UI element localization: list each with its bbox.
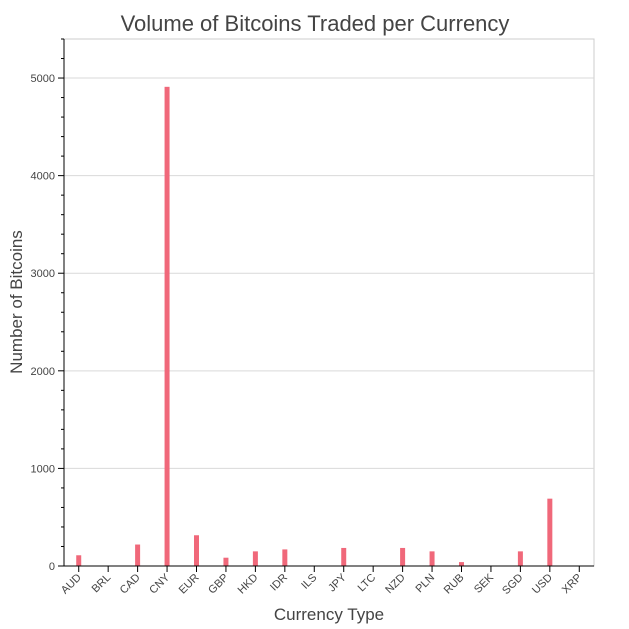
x-tick-label: PLN xyxy=(414,572,438,596)
y-tick-label: 1000 xyxy=(31,463,55,475)
x-tick-label: IDR xyxy=(268,572,290,594)
x-tick-label: HKD xyxy=(236,572,261,597)
y-tick-labels: 0 1000 2000 3000 4000 5000 xyxy=(31,73,55,573)
bar-usd xyxy=(547,498,553,566)
x-tick-label: LTC xyxy=(356,572,379,595)
bar-idr xyxy=(282,549,288,566)
x-axis-label: Currency Type xyxy=(274,605,384,624)
bar-eur xyxy=(194,535,199,566)
bars xyxy=(76,86,553,566)
bar-cny xyxy=(164,86,170,566)
y-tick-label: 4000 xyxy=(31,171,55,183)
bar-cad xyxy=(135,544,141,566)
x-tick-label: SEK xyxy=(472,571,497,596)
y-axis-label: Number of Bitcoins xyxy=(7,230,26,374)
x-tick-label: ILS xyxy=(299,572,319,592)
x-tick-label: CNY xyxy=(147,571,172,596)
chart-title: Volume of Bitcoins Traded per Currency xyxy=(121,11,510,36)
plot-frame xyxy=(63,38,595,567)
y-tick-label: 5000 xyxy=(31,73,55,85)
bar-gbp xyxy=(223,557,229,566)
x-tick-label: BRL xyxy=(90,572,114,596)
x-tick-label: RUB xyxy=(442,572,467,597)
x-tick-label: EUR xyxy=(177,572,202,597)
x-tick-label: JPY xyxy=(326,571,349,594)
bar-jpy xyxy=(341,547,347,566)
x-tick-label: USD xyxy=(530,572,555,597)
bar-sgd xyxy=(517,551,523,566)
bar-rub xyxy=(459,562,464,566)
bar-aud xyxy=(76,555,82,566)
x-tick-labels: AUD BRL CAD CNY EUR GBP HKD IDR ILS JPY LTC NZD PLN R… xyxy=(59,571,584,597)
bar-nzd xyxy=(400,547,406,566)
x-tick-label: NZD xyxy=(383,572,408,597)
y-tick-label: 3000 xyxy=(31,268,55,280)
bar-hkd xyxy=(252,551,258,566)
x-tick-label: XRP xyxy=(560,572,584,596)
x-tick-label: SGD xyxy=(500,572,525,597)
x-tick-label: AUD xyxy=(59,572,84,597)
y-tick-label: 2000 xyxy=(31,366,55,378)
x-tick-label: CAD xyxy=(118,572,143,597)
gridlines xyxy=(64,77,594,469)
bar-pln xyxy=(429,551,435,566)
axes xyxy=(58,38,594,572)
x-tick-label: GBP xyxy=(206,572,231,597)
y-tick-label: 0 xyxy=(49,561,55,573)
